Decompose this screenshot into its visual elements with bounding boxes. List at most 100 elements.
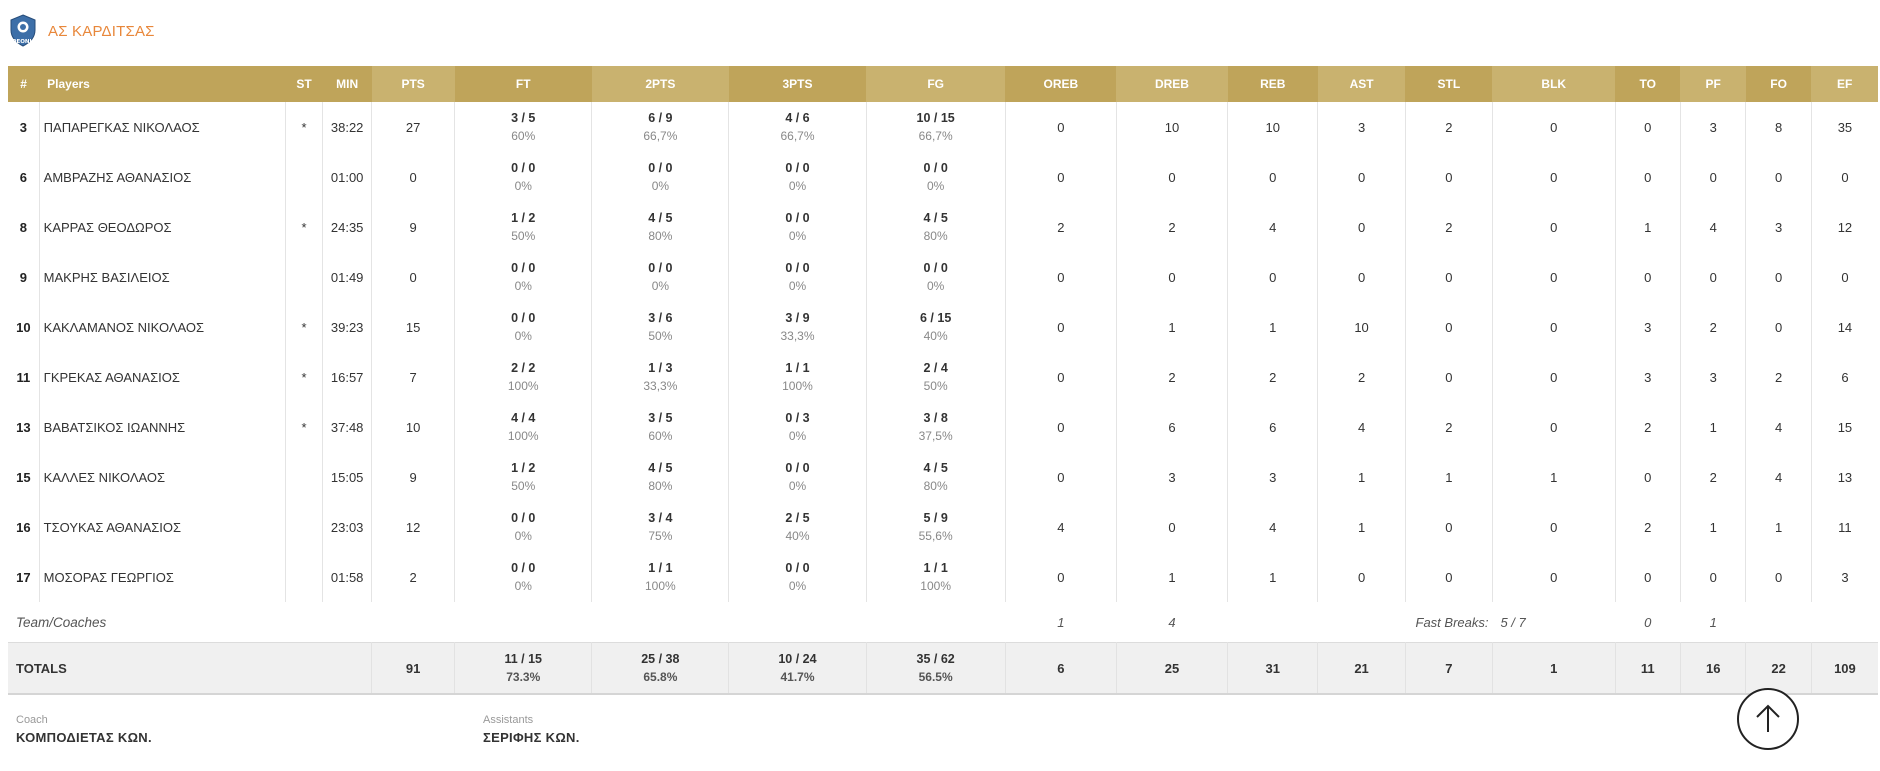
col-header-stl[interactable]: STL bbox=[1405, 66, 1493, 102]
player-ft: 0 / 0 0% bbox=[454, 152, 593, 202]
player-3pts-made: 4 / 6 bbox=[785, 111, 810, 125]
player-ft-pct: 60% bbox=[511, 129, 536, 143]
player-row[interactable]: 6 ΑΜΒΡΑΖΗΣ ΑΘΑΝΑΣΙΟΣ 01:00 0 0 / 0 0% 0 / 0 0% 0… bbox=[8, 152, 1878, 202]
player-oreb: 0 bbox=[1005, 102, 1117, 152]
totals-ft-made: 11 / 15 bbox=[504, 652, 542, 666]
player-reb: 0 bbox=[1227, 152, 1319, 202]
player-2pts-made: 4 / 5 bbox=[648, 211, 673, 225]
col-header-to[interactable]: TO bbox=[1615, 66, 1681, 102]
player-fg: 4 / 5 80% bbox=[866, 452, 1006, 502]
player-ft: 0 / 0 0% bbox=[454, 552, 593, 602]
player-oreb: 0 bbox=[1005, 452, 1117, 502]
player-name[interactable]: ΚΑΚΛΑΜΑΝΟΣ ΝΙΚΟΛΑΟΣ bbox=[39, 302, 286, 352]
player-3pts: 0 / 0 0% bbox=[728, 152, 867, 202]
player-ft-made: 2 / 2 bbox=[511, 361, 536, 375]
player-2pts: 3 / 6 50% bbox=[591, 302, 730, 352]
col-header-players[interactable]: Players bbox=[39, 66, 286, 102]
player-row[interactable]: 10 ΚΑΚΛΑΜΑΝΟΣ ΝΙΚΟΛΑΟΣ * 39:23 15 0 / 0 0% 3 / … bbox=[8, 302, 1878, 352]
team-name[interactable]: ΑΣ ΚΑΡΔΙΤΣΑΣ bbox=[48, 22, 155, 40]
col-header-reb[interactable]: REB bbox=[1227, 66, 1318, 102]
col-header-number[interactable]: # bbox=[8, 66, 40, 102]
col-header-3pts[interactable]: 3PTS bbox=[728, 66, 867, 102]
player-ef: 0 bbox=[1841, 169, 1849, 185]
player-name[interactable]: ΜΟΣΟΡΑΣ ΓΕΩΡΓΙΟΣ bbox=[39, 552, 286, 602]
player-pts: 15 bbox=[371, 302, 456, 352]
player-name[interactable]: ΑΜΒΡΑΖΗΣ ΑΘΑΝΑΣΙΟΣ bbox=[39, 152, 286, 202]
player-name[interactable]: ΠΑΠΑΡΕΓΚΑΣ ΝΙΚΟΛΑΟΣ bbox=[39, 102, 286, 152]
club-crest-icon[interactable]: ΘΕΟΝΗ bbox=[8, 14, 38, 48]
player-ast: 0 bbox=[1317, 552, 1406, 602]
player-number: 16 bbox=[8, 502, 40, 552]
col-header-ast[interactable]: AST bbox=[1317, 66, 1406, 102]
player-row[interactable]: 9 ΜΑΚΡΗΣ ΒΑΣΙΛΕΙΟΣ 01:49 0 0 / 0 0% 0 / 0 0% 0 /… bbox=[8, 252, 1878, 302]
totals-fg-made: 35 / 62 bbox=[916, 652, 955, 666]
player-ft-made: 0 / 0 bbox=[511, 561, 536, 575]
col-header-pts[interactable]: PTS bbox=[371, 66, 455, 102]
player-pf: 3 bbox=[1680, 352, 1747, 402]
scroll-to-top-button[interactable] bbox=[1737, 688, 1799, 750]
player-row[interactable]: 3 ΠΑΠΑΡΕΓΚΑΣ ΝΙΚΟΛΑΟΣ * 38:22 27 3 / 5 60% 6 / … bbox=[8, 102, 1878, 152]
player-dreb: 2 bbox=[1116, 352, 1229, 402]
player-name[interactable]: ΓΚΡΕΚΑΣ ΑΘΑΝΑΣΙΟΣ bbox=[39, 352, 286, 402]
col-header-min[interactable]: MIN bbox=[322, 66, 372, 102]
player-2pts-pct: 100% bbox=[645, 579, 676, 593]
player-name[interactable]: ΒΑΒΑΤΣΙΚΟΣ ΙΩΑΝΝΗΣ bbox=[39, 402, 286, 452]
col-header-oreb[interactable]: OREB bbox=[1005, 66, 1117, 102]
player-fg-pct: 50% bbox=[923, 379, 948, 393]
player-fg-pct: 80% bbox=[923, 479, 948, 493]
player-fg-made: 0 / 0 bbox=[923, 261, 948, 275]
player-3pts-made: 0 / 0 bbox=[785, 261, 810, 275]
player-row[interactable]: 8 ΚΑΡΡΑΣ ΘΕΟΔΩΡΟΣ * 24:35 9 1 / 2 50% 4 / 5 80% 0… bbox=[8, 202, 1878, 252]
player-oreb: 0 bbox=[1005, 302, 1117, 352]
player-fg: 0 / 0 0% bbox=[866, 252, 1006, 302]
player-oreb: 2 bbox=[1005, 202, 1117, 252]
player-2pts: 3 / 4 75% bbox=[591, 502, 730, 552]
col-header-ef[interactable]: EF bbox=[1811, 66, 1878, 102]
player-dreb: 0 bbox=[1116, 152, 1229, 202]
player-ef: 6 bbox=[1841, 369, 1849, 385]
player-fg-made: 6 / 15 bbox=[920, 311, 952, 325]
player-name[interactable]: ΚΑΛΛΕΣ ΝΙΚΟΛΑΟΣ bbox=[39, 452, 286, 502]
player-2pts: 1 / 3 33,3% bbox=[591, 352, 730, 402]
player-reb: 0 bbox=[1227, 252, 1319, 302]
col-header-ft[interactable]: FT bbox=[454, 66, 592, 102]
player-fo: 1 bbox=[1745, 502, 1812, 552]
player-3pts-pct: 0% bbox=[788, 179, 807, 193]
player-name[interactable]: ΤΣΟΥΚΑΣ ΑΘΑΝΑΣΙΟΣ bbox=[39, 502, 286, 552]
player-blk: 1 bbox=[1492, 452, 1616, 502]
player-ef: 14 bbox=[1837, 319, 1853, 335]
player-3pts-pct: 0% bbox=[788, 579, 807, 593]
player-2pts-made: 3 / 4 bbox=[648, 511, 673, 525]
col-header-dreb[interactable]: DREB bbox=[1116, 66, 1228, 102]
player-row[interactable]: 13 ΒΑΒΑΤΣΙΚΟΣ ΙΩΑΝΝΗΣ * 37:48 10 4 / 4 100% 3 /… bbox=[8, 402, 1878, 452]
player-2pts-pct: 75% bbox=[648, 529, 673, 543]
player-number: 9 bbox=[8, 252, 40, 302]
totals-reb: 31 bbox=[1227, 642, 1319, 695]
player-name[interactable]: ΚΑΡΡΑΣ ΘΕΟΔΩΡΟΣ bbox=[39, 202, 286, 252]
player-reb: 4 bbox=[1227, 202, 1319, 252]
player-oreb: 4 bbox=[1005, 502, 1117, 552]
col-header-blk[interactable]: BLK bbox=[1492, 66, 1616, 102]
col-header-2pts[interactable]: 2PTS bbox=[591, 66, 729, 102]
col-header-fg[interactable]: FG bbox=[866, 66, 1006, 102]
player-2pts-pct: 80% bbox=[648, 479, 673, 493]
col-header-fo[interactable]: FO bbox=[1745, 66, 1812, 102]
player-row[interactable]: 16 ΤΣΟΥΚΑΣ ΑΘΑΝΑΣΙΟΣ 23:03 12 0 / 0 0% 3 / 4 75… bbox=[8, 502, 1878, 552]
player-3pts-made: 3 / 9 bbox=[785, 311, 810, 325]
player-dreb: 10 bbox=[1116, 102, 1229, 152]
player-fg: 5 / 9 55,6% bbox=[866, 502, 1006, 552]
player-ast: 10 bbox=[1317, 302, 1406, 352]
col-header-pf[interactable]: PF bbox=[1680, 66, 1746, 102]
player-ft: 0 / 0 0% bbox=[454, 502, 593, 552]
player-fg: 4 / 5 80% bbox=[866, 202, 1006, 252]
player-row[interactable]: 15 ΚΑΛΛΕΣ ΝΙΚΟΛΑΟΣ 15:05 9 1 / 2 50% 4 / 5 80% 0… bbox=[8, 452, 1878, 502]
player-name[interactable]: ΜΑΚΡΗΣ ΒΑΣΙΛΕΙΟΣ bbox=[39, 252, 286, 302]
starter-marker: * bbox=[285, 202, 324, 252]
col-header-st[interactable]: ST bbox=[285, 66, 323, 102]
player-ft-pct: 100% bbox=[507, 429, 539, 443]
player-row[interactable]: 17 ΜΟΣΟΡΑΣ ΓΕΩΡΓΙΟΣ 01:58 2 0 / 0 0% 1 / 1 100%… bbox=[8, 552, 1878, 602]
player-to: 3 bbox=[1615, 352, 1681, 402]
player-row[interactable]: 11 ΓΚΡΕΚΑΣ ΑΘΑΝΑΣΙΟΣ * 16:57 7 2 / 2 100% 1 / 3… bbox=[8, 352, 1878, 402]
player-minutes: 16:57 bbox=[322, 352, 373, 402]
player-reb: 4 bbox=[1227, 502, 1319, 552]
